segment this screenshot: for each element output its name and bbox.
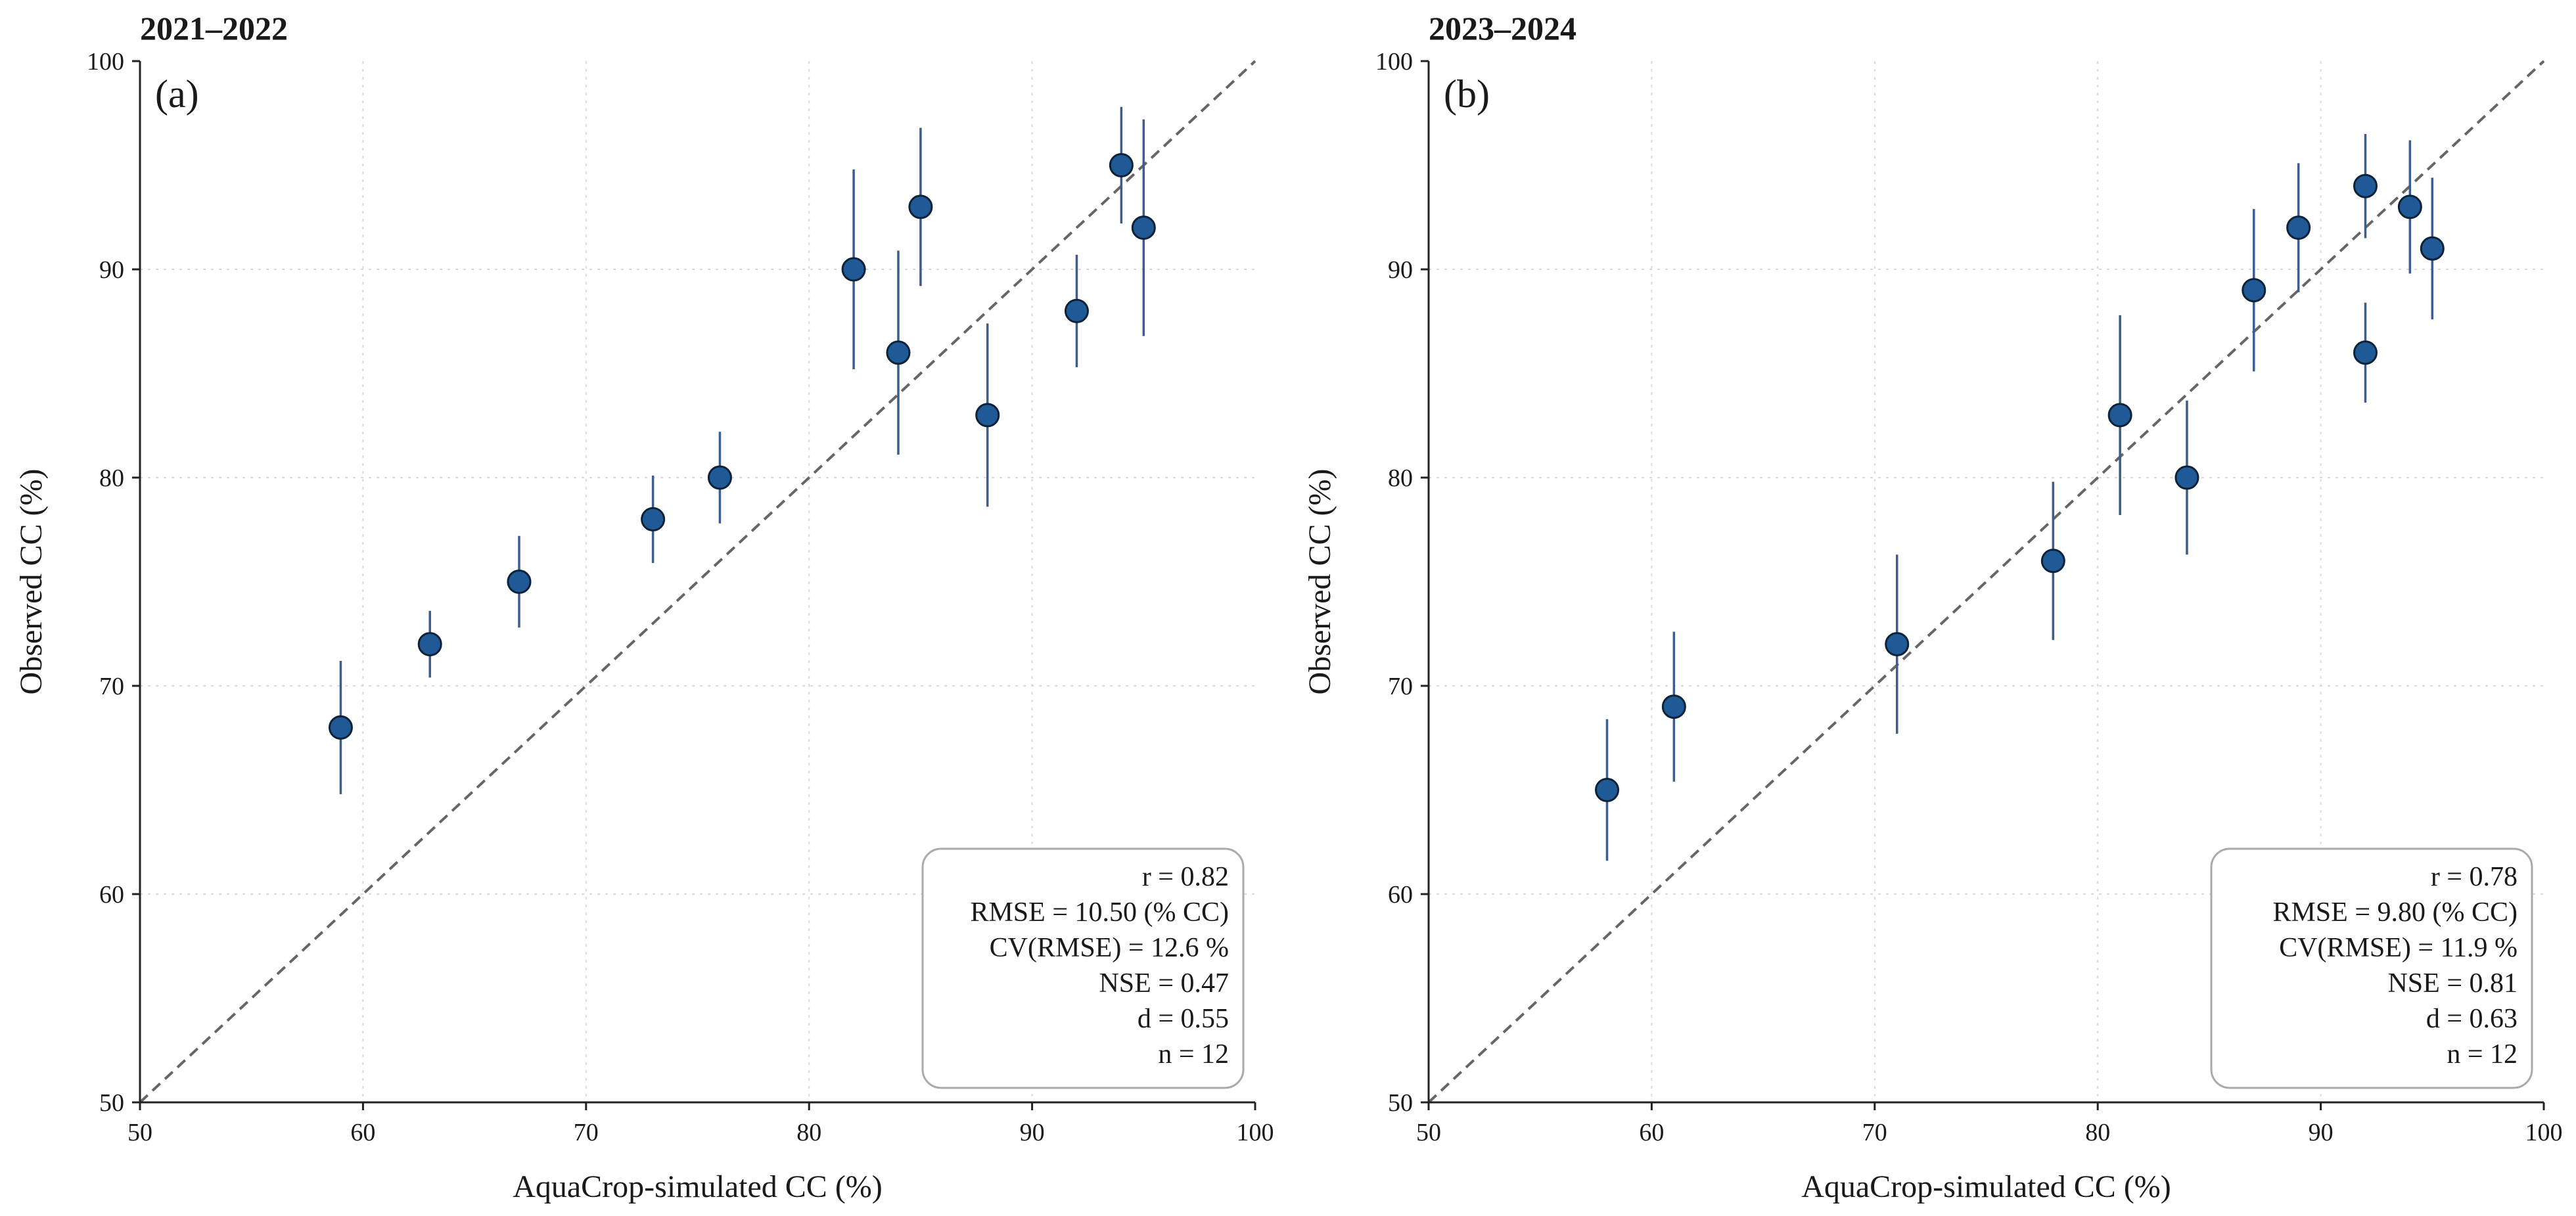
panel-title: 2023–2024 (1429, 10, 1576, 47)
x-tick-label: 70 (1862, 1119, 1887, 1146)
data-point (328, 715, 353, 740)
stats-line: r = 0.78 (2431, 862, 2518, 892)
y-axis-label: Observed CC (%) (1302, 469, 1337, 695)
data-point (1885, 632, 1910, 657)
y-tick-label: 70 (99, 673, 124, 700)
x-tick-label: 90 (1020, 1119, 1045, 1146)
stats-line: CV(RMSE) = 12.6 % (990, 933, 1229, 963)
stats-line: d = 0.63 (2426, 1004, 2518, 1034)
stats-line: RMSE = 9.80 (% CC) (2272, 897, 2518, 928)
data-point (1661, 694, 1686, 719)
data-point (1131, 215, 1156, 240)
stats-line: n = 12 (2447, 1039, 2518, 1070)
data-point (417, 632, 442, 657)
y-tick-label: 90 (99, 256, 124, 284)
panel-a: 50 60 70 80 90 100 50 60 70 80 90 100 AquaCrop-simul… (14, 10, 1274, 1204)
one-to-one-line (139, 60, 1256, 1104)
panel-letter: (a) (155, 72, 199, 116)
y-tick-label: 100 (87, 48, 124, 76)
x-tick-label: 80 (796, 1119, 821, 1146)
data-point (2353, 340, 2378, 365)
stats-line: d = 0.55 (1138, 1004, 1229, 1034)
data-point (507, 570, 532, 594)
x-tick-label: 80 (2085, 1119, 2110, 1146)
data-point (841, 257, 866, 282)
x-tick-label: 90 (2309, 1119, 2334, 1146)
data-point (2242, 278, 2266, 303)
stats-line: n = 12 (1158, 1039, 1229, 1070)
data-point (707, 465, 732, 490)
data-point (2174, 465, 2199, 490)
data-point (975, 403, 1000, 428)
y-tick-label: 50 (99, 1089, 124, 1117)
data-point (908, 194, 933, 219)
one-to-one-line (1427, 60, 2545, 1104)
y-tick-label: 80 (1388, 464, 1413, 492)
y-tick-label: 60 (99, 881, 124, 909)
stats-line: NSE = 0.47 (1099, 968, 1229, 999)
y-tick-label: 60 (1388, 881, 1413, 909)
stats-line: RMSE = 10.50 (% CC) (970, 897, 1229, 928)
x-tick-label: 60 (1639, 1119, 1664, 1146)
x-tick-label: 60 (350, 1119, 375, 1146)
panel-b: 50 60 70 80 90 100 50 60 70 80 90 100 AquaCrop-simul… (1302, 10, 2563, 1204)
data-point (2286, 215, 2311, 240)
x-tick-label: 70 (574, 1119, 599, 1146)
x-tick-label: 50 (127, 1119, 152, 1146)
x-tick-label: 100 (1237, 1119, 1274, 1146)
data-point (641, 507, 666, 531)
stats-box (921, 847, 1245, 1089)
y-tick-label: 100 (1375, 48, 1413, 76)
panel-letter: (b) (1444, 72, 1490, 116)
data-point (2040, 549, 2065, 574)
y-axis-label: Observed CC (%) (14, 469, 49, 695)
y-tick-label: 70 (1388, 673, 1413, 700)
data-point (2107, 403, 2132, 428)
data-point (2420, 236, 2445, 261)
y-tick-label: 80 (99, 464, 124, 492)
panel-title: 2021–2022 (140, 10, 288, 47)
y-tick-label: 90 (1388, 256, 1413, 284)
x-axis-label: AquaCrop-simulated CC (%) (513, 1169, 883, 1204)
stats-line: CV(RMSE) = 11.9 % (2279, 933, 2518, 963)
stats-box (2210, 847, 2533, 1089)
x-tick-label: 50 (1416, 1119, 1441, 1146)
data-point (886, 340, 911, 365)
data-point (2397, 194, 2422, 219)
data-point (2353, 173, 2378, 198)
stats-line: NSE = 0.81 (2387, 968, 2518, 999)
data-point (1064, 298, 1089, 323)
data-point (1109, 153, 1134, 177)
y-tick-label: 50 (1388, 1089, 1413, 1117)
stats-line: r = 0.82 (1142, 862, 1229, 892)
x-tick-label: 100 (2525, 1119, 2563, 1146)
x-axis-label: AquaCrop-simulated CC (%) (1801, 1169, 2171, 1204)
data-point (1595, 778, 1620, 802)
